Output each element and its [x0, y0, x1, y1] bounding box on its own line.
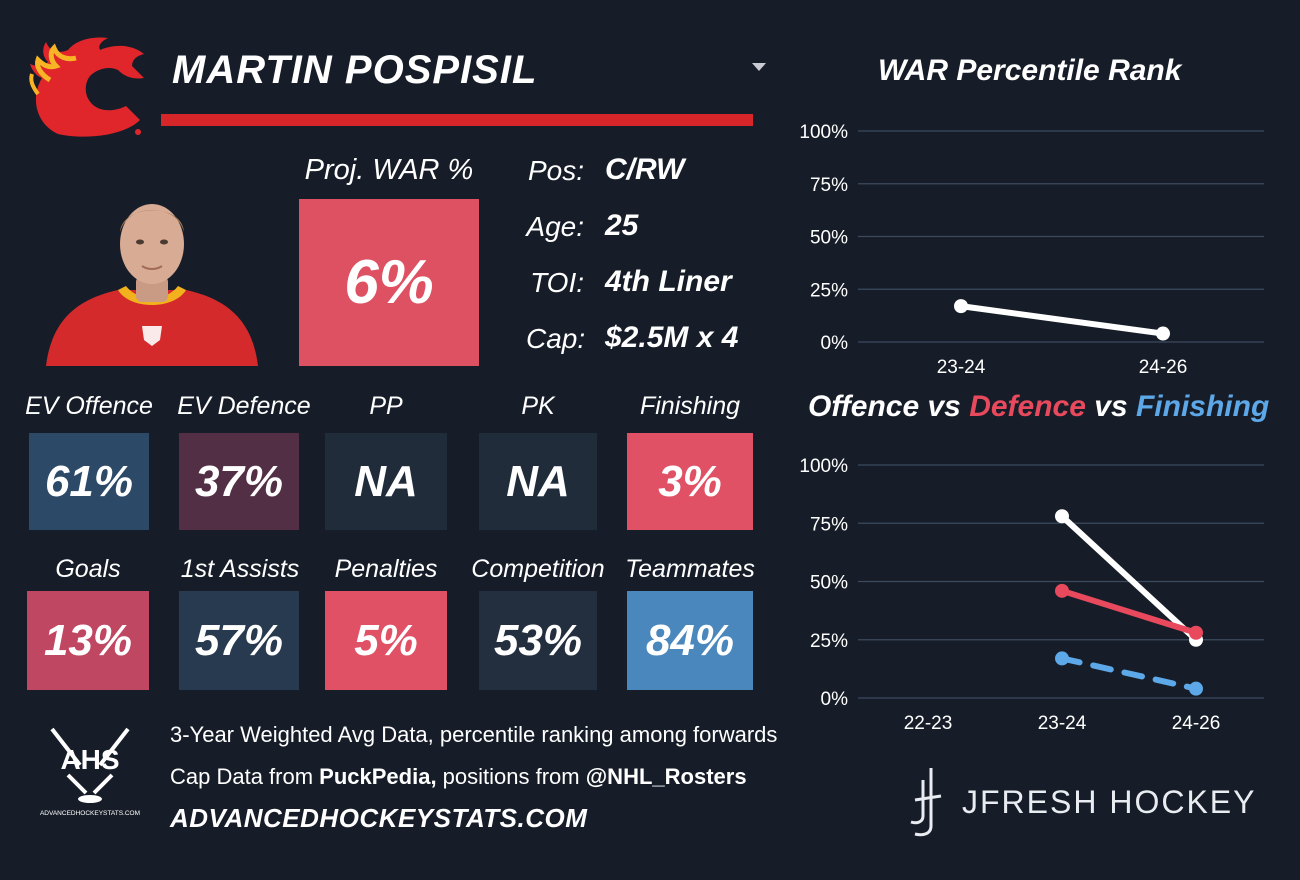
x-tick-label: 23-24: [1038, 713, 1087, 734]
website-link[interactable]: ADVANCEDHOCKEYSTATS.COM: [170, 803, 588, 833]
y-tick-label: 0%: [821, 689, 849, 710]
cap-value: $2.5M x 4: [605, 321, 739, 354]
toi-value: 4th Liner: [605, 265, 732, 298]
data-point: [1055, 583, 1069, 598]
x-tick-label: 24-26: [1139, 357, 1188, 378]
series-war: [954, 299, 1170, 341]
ovd-chart: 100% 75% 50% 25% 0% 22-23 23-24 24-26: [799, 456, 1264, 734]
data-point: [1189, 681, 1203, 696]
goals-label: Goals: [55, 555, 121, 583]
y-tick-label: 100%: [799, 122, 848, 143]
y-tick-label: 25%: [810, 631, 848, 652]
ahs-logo-small-text: ADVANCEDHOCKEYSTATS.COM: [40, 810, 140, 817]
chevron-down-icon[interactable]: [750, 60, 768, 74]
nhl-rosters-link[interactable]: @NHL_Rosters: [585, 764, 747, 789]
data-point: [1189, 625, 1203, 640]
pk-label: PK: [521, 392, 555, 420]
pk-tile: NA: [479, 433, 597, 530]
position-value: C/RW: [605, 153, 685, 186]
war-percentile-chart: 100% 75% 50% 25% 0% 23-24 24-26: [799, 122, 1264, 378]
finishing-label: Finishing: [639, 392, 741, 420]
player-name: MARTIN POSPISIL: [172, 48, 538, 92]
competition-tile: 53%: [479, 591, 597, 690]
ovd-title-offence: Offence: [808, 390, 920, 423]
series-line: [1059, 655, 1199, 692]
puckpedia-link[interactable]: PuckPedia,: [319, 764, 437, 789]
age-value: 25: [605, 209, 639, 242]
finishing-tile: 3%: [627, 433, 753, 530]
competition-label: Competition: [471, 555, 605, 583]
y-tick-label: 25%: [810, 280, 848, 301]
footer-sources-mid: positions from: [436, 764, 586, 789]
pp-tile: NA: [325, 433, 447, 530]
teammates-label: Teammates: [625, 555, 755, 583]
series-line: [958, 303, 1166, 337]
proj-war-value: 6%: [299, 199, 479, 366]
proj-war-label: Proj. WAR %: [304, 154, 474, 186]
series-line: [1059, 587, 1199, 636]
ev-offence-label: EV Offence: [25, 392, 153, 420]
position-label: Pos:: [527, 155, 584, 186]
teammates-tile: 84%: [627, 591, 753, 690]
first-assists-label: 1st Assists: [180, 555, 300, 583]
ahs-logo-text: AHS: [60, 744, 119, 775]
y-tick-label: 75%: [810, 175, 848, 196]
y-tick-label: 50%: [810, 228, 848, 249]
player-headshot: [46, 204, 258, 366]
jfresh-hockey-stick-icon: [910, 768, 942, 837]
ev-defence-tile: 37%: [179, 433, 299, 530]
footer-sources-prefix: Cap Data from: [170, 764, 320, 789]
x-tick-label: 24-26: [1172, 713, 1221, 734]
ev-offence-tile: 61%: [29, 433, 149, 530]
jfresh-hockey-brand: JFRESH HOCKEY: [962, 784, 1257, 820]
x-tick-label: 23-24: [937, 357, 986, 378]
name-underline-bar: [161, 114, 753, 126]
ovd-title-vs-2: vs: [1085, 390, 1136, 423]
x-tick-label: 22-23: [904, 713, 953, 734]
y-tick-label: 50%: [810, 573, 848, 594]
ovd-title-finishing: Finishing: [1135, 390, 1270, 423]
first-assists-tile: 57%: [179, 591, 299, 690]
data-point: [1055, 509, 1069, 524]
footer-sources: Cap Data from PuckPedia, positions from …: [170, 764, 747, 790]
age-label: Age:: [526, 211, 584, 242]
data-point: [1156, 326, 1170, 341]
ahs-logo: AHS ADVANCEDHOCKEYSTATS.COM: [40, 727, 140, 817]
ovd-title-vs-1: vs: [919, 390, 970, 423]
data-point: [954, 299, 968, 314]
y-tick-label: 0%: [821, 333, 849, 354]
cap-label: Cap:: [526, 323, 586, 354]
goals-tile: 13%: [27, 591, 149, 690]
footer-data-note: 3-Year Weighted Avg Data, percentile ran…: [170, 722, 778, 747]
ovd-chart-title: Offence vs Defence vs Finishing: [808, 390, 1269, 424]
series-line: [1059, 513, 1199, 643]
penalties-tile: 5%: [325, 591, 447, 690]
ev-defence-label: EV Defence: [177, 392, 311, 420]
ovd-title-defence: Defence: [969, 390, 1086, 423]
y-tick-label: 75%: [810, 514, 848, 535]
toi-label: TOI:: [530, 267, 584, 298]
series-defence: [1055, 583, 1203, 640]
pp-label: PP: [369, 392, 403, 420]
data-point: [1055, 651, 1069, 666]
y-tick-label: 100%: [799, 456, 848, 477]
series-finishing: [1055, 651, 1203, 696]
calgary-flames-logo: [29, 37, 144, 137]
penalties-label: Penalties: [334, 555, 438, 583]
war-chart-title: WAR Percentile Rank: [878, 54, 1182, 87]
